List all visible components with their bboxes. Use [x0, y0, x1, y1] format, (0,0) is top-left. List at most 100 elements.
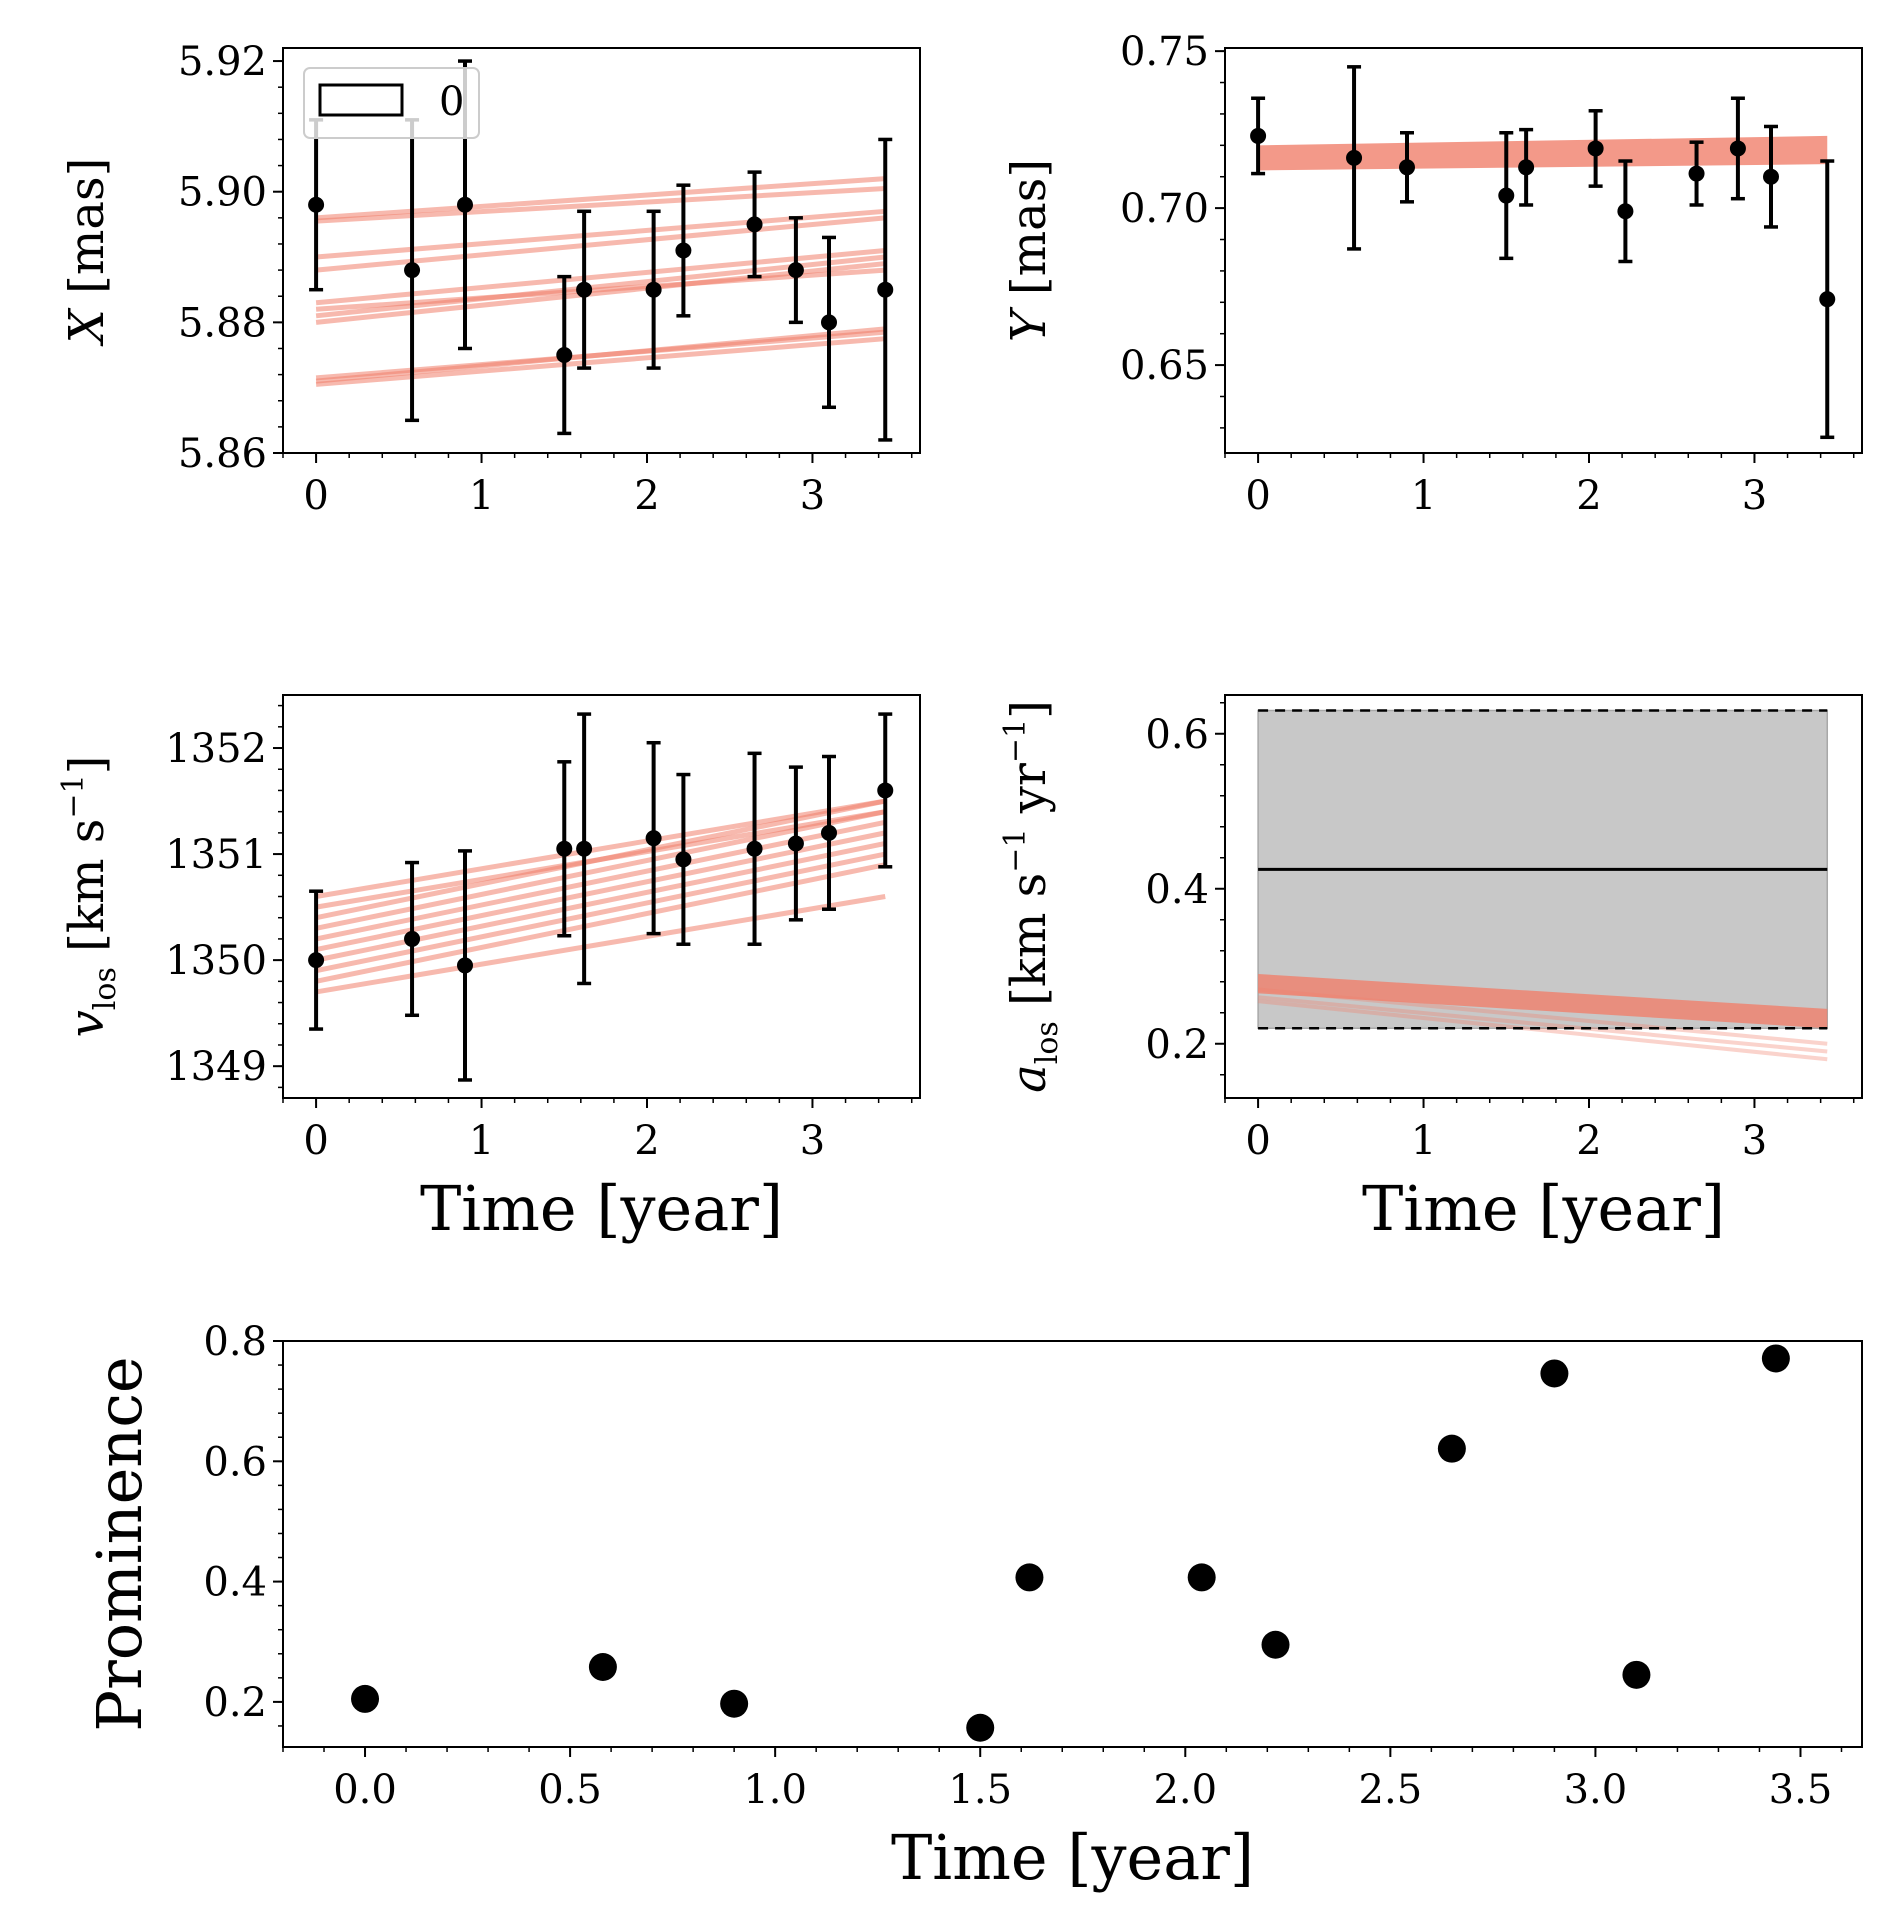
y-x-tick-label: 1: [1411, 473, 1436, 519]
prominence-data-point: [1622, 1660, 1651, 1689]
prominence-y-tick-label: 0.2: [203, 1680, 267, 1726]
x-legend-label: 0: [439, 79, 464, 125]
prominence-axes-frame: [282, 1340, 1863, 1748]
x-model-line: [315, 215, 886, 273]
vlos-data-point: [645, 830, 662, 847]
alos-x-tick-label: 0: [1245, 1118, 1270, 1164]
x-y-label-unit: [mas]: [59, 158, 115, 309]
prominence-data-point: [1761, 1344, 1790, 1373]
y-y-axis-label: Y [mas]: [1001, 159, 1057, 342]
prominence-x-tick-label: 0.0: [333, 1767, 397, 1813]
prominence-data-point: [1540, 1359, 1569, 1388]
y-model-band: [1258, 135, 1828, 171]
vlos-x-tick-label: 0: [303, 1118, 328, 1164]
prominence-x-tick-label: 3.0: [1564, 1767, 1628, 1813]
vlos-x-tick-label: 2: [634, 1118, 659, 1164]
x-data-point: [404, 262, 421, 279]
vlos-y-label-close: ]: [59, 756, 115, 775]
prominence-y-tick-label: 0.6: [203, 1439, 267, 1485]
y-data-point: [1399, 159, 1415, 176]
x-legend: 0: [303, 67, 480, 139]
vlos-y-tick-label: 1349: [165, 1044, 267, 1090]
y-y-tick-label: 0.65: [1120, 343, 1209, 389]
alos-y-label-var: a: [1001, 1064, 1057, 1093]
y-y-tick-label: 0.75: [1120, 29, 1209, 75]
x-data-point: [556, 347, 573, 364]
alos-x-tick-label: 3: [1742, 1118, 1767, 1164]
prominence-x-tick-label: 1.0: [743, 1767, 807, 1813]
alos-y-label-unit2: yr: [1001, 763, 1057, 828]
y-data-point: [1498, 187, 1515, 204]
vlos-data-point: [556, 840, 573, 857]
x-y-tick-label: 5.88: [178, 300, 267, 346]
alos-model-band: [1258, 974, 1828, 1029]
y-data-point: [1346, 149, 1363, 166]
vlos-data-point: [746, 840, 763, 857]
alos-x-tick-label: 1: [1411, 1118, 1436, 1164]
vlos-x-tick-label: 1: [469, 1118, 494, 1164]
y-plot-area: [1258, 135, 1828, 171]
alos-y-label-sup: −1: [998, 828, 1033, 872]
prominence-data-point: [351, 1684, 380, 1713]
prominence-x-tick-label: 0.5: [538, 1767, 602, 1813]
alos-y-label-close: ]: [1001, 700, 1057, 719]
prominence-x-tick-label: 1.5: [948, 1767, 1012, 1813]
y-data-point: [1587, 140, 1604, 157]
alos-x-axis-label: Time [year]: [1362, 1172, 1725, 1245]
alos-model-line: [1257, 987, 1828, 1046]
alos-y-label-unit: [km s: [1001, 873, 1057, 1021]
vlos-data-point: [457, 957, 473, 974]
vlos-y-label-var: v: [59, 1010, 115, 1037]
prominence-x-tick-label: 2.5: [1359, 1767, 1423, 1813]
vlos-data-point: [404, 930, 421, 947]
x-data-point: [675, 242, 692, 259]
vlos-data-point: [787, 835, 804, 852]
vlos-x-tick-label: 3: [800, 1118, 825, 1164]
vlos-y-label-sup: −1: [56, 774, 91, 818]
y-axes-frame: [1224, 47, 1863, 454]
x-data-point: [787, 262, 804, 279]
alos-plot-area: [1257, 709, 1829, 1062]
vlos-data-point: [576, 840, 593, 857]
vlos-plot-area: [315, 798, 886, 995]
x-data-point: [877, 281, 894, 298]
alos-y-tick-label: 0.6: [1145, 712, 1209, 758]
panel-y: 0 1 2 3 0.65 0.70 0.75 Y [mas]: [1001, 29, 1863, 519]
prominence-data-point: [1437, 1434, 1466, 1463]
y-data-point: [1729, 140, 1746, 157]
prominence-x-axis-label: Time [year]: [891, 1821, 1254, 1894]
alos-y-label-sub: los: [1030, 1021, 1065, 1064]
x-data-point: [746, 216, 763, 233]
x-plot-area: [315, 176, 886, 387]
x-data-point: [576, 281, 593, 298]
y-data-point: [1250, 127, 1267, 144]
x-model-line: [315, 329, 886, 381]
x-x-tick-label: 1: [469, 473, 494, 519]
prominence-data-point: [1261, 1630, 1290, 1659]
y-data-point: [1617, 203, 1634, 220]
vlos-y-tick-label: 1351: [165, 832, 267, 878]
alos-y-tick-label: 0.2: [1145, 1022, 1209, 1068]
prominence-y-tick-label: 0.8: [203, 1319, 267, 1365]
alos-model-line: [1257, 999, 1828, 1062]
x-data-point: [645, 281, 662, 298]
x-legend-swatch: [318, 83, 404, 117]
y-y-label-var: Y: [1001, 306, 1057, 342]
x-model-line: [315, 176, 886, 221]
vlos-data-point: [675, 851, 692, 868]
y-data-point: [1688, 165, 1705, 182]
vlos-y-axis-label: vlos [km s−1]: [56, 756, 123, 1038]
x-y-label-var: X: [59, 307, 115, 347]
prominence-x-tick-label: 2.0: [1153, 1767, 1217, 1813]
vlos-y-label-sub: los: [88, 967, 123, 1010]
panel-x: 0 1 2 3 5.86 5.88 5.90 5.92 X [mas] 0: [59, 39, 921, 519]
y-data-point: [1763, 168, 1779, 185]
prominence-data-point: [588, 1653, 617, 1682]
x-data-point: [457, 196, 473, 213]
y-data-point: [1518, 159, 1535, 176]
y-data-point: [1819, 291, 1836, 308]
vlos-data-point: [877, 782, 894, 799]
y-x-tick-label: 2: [1576, 473, 1601, 519]
